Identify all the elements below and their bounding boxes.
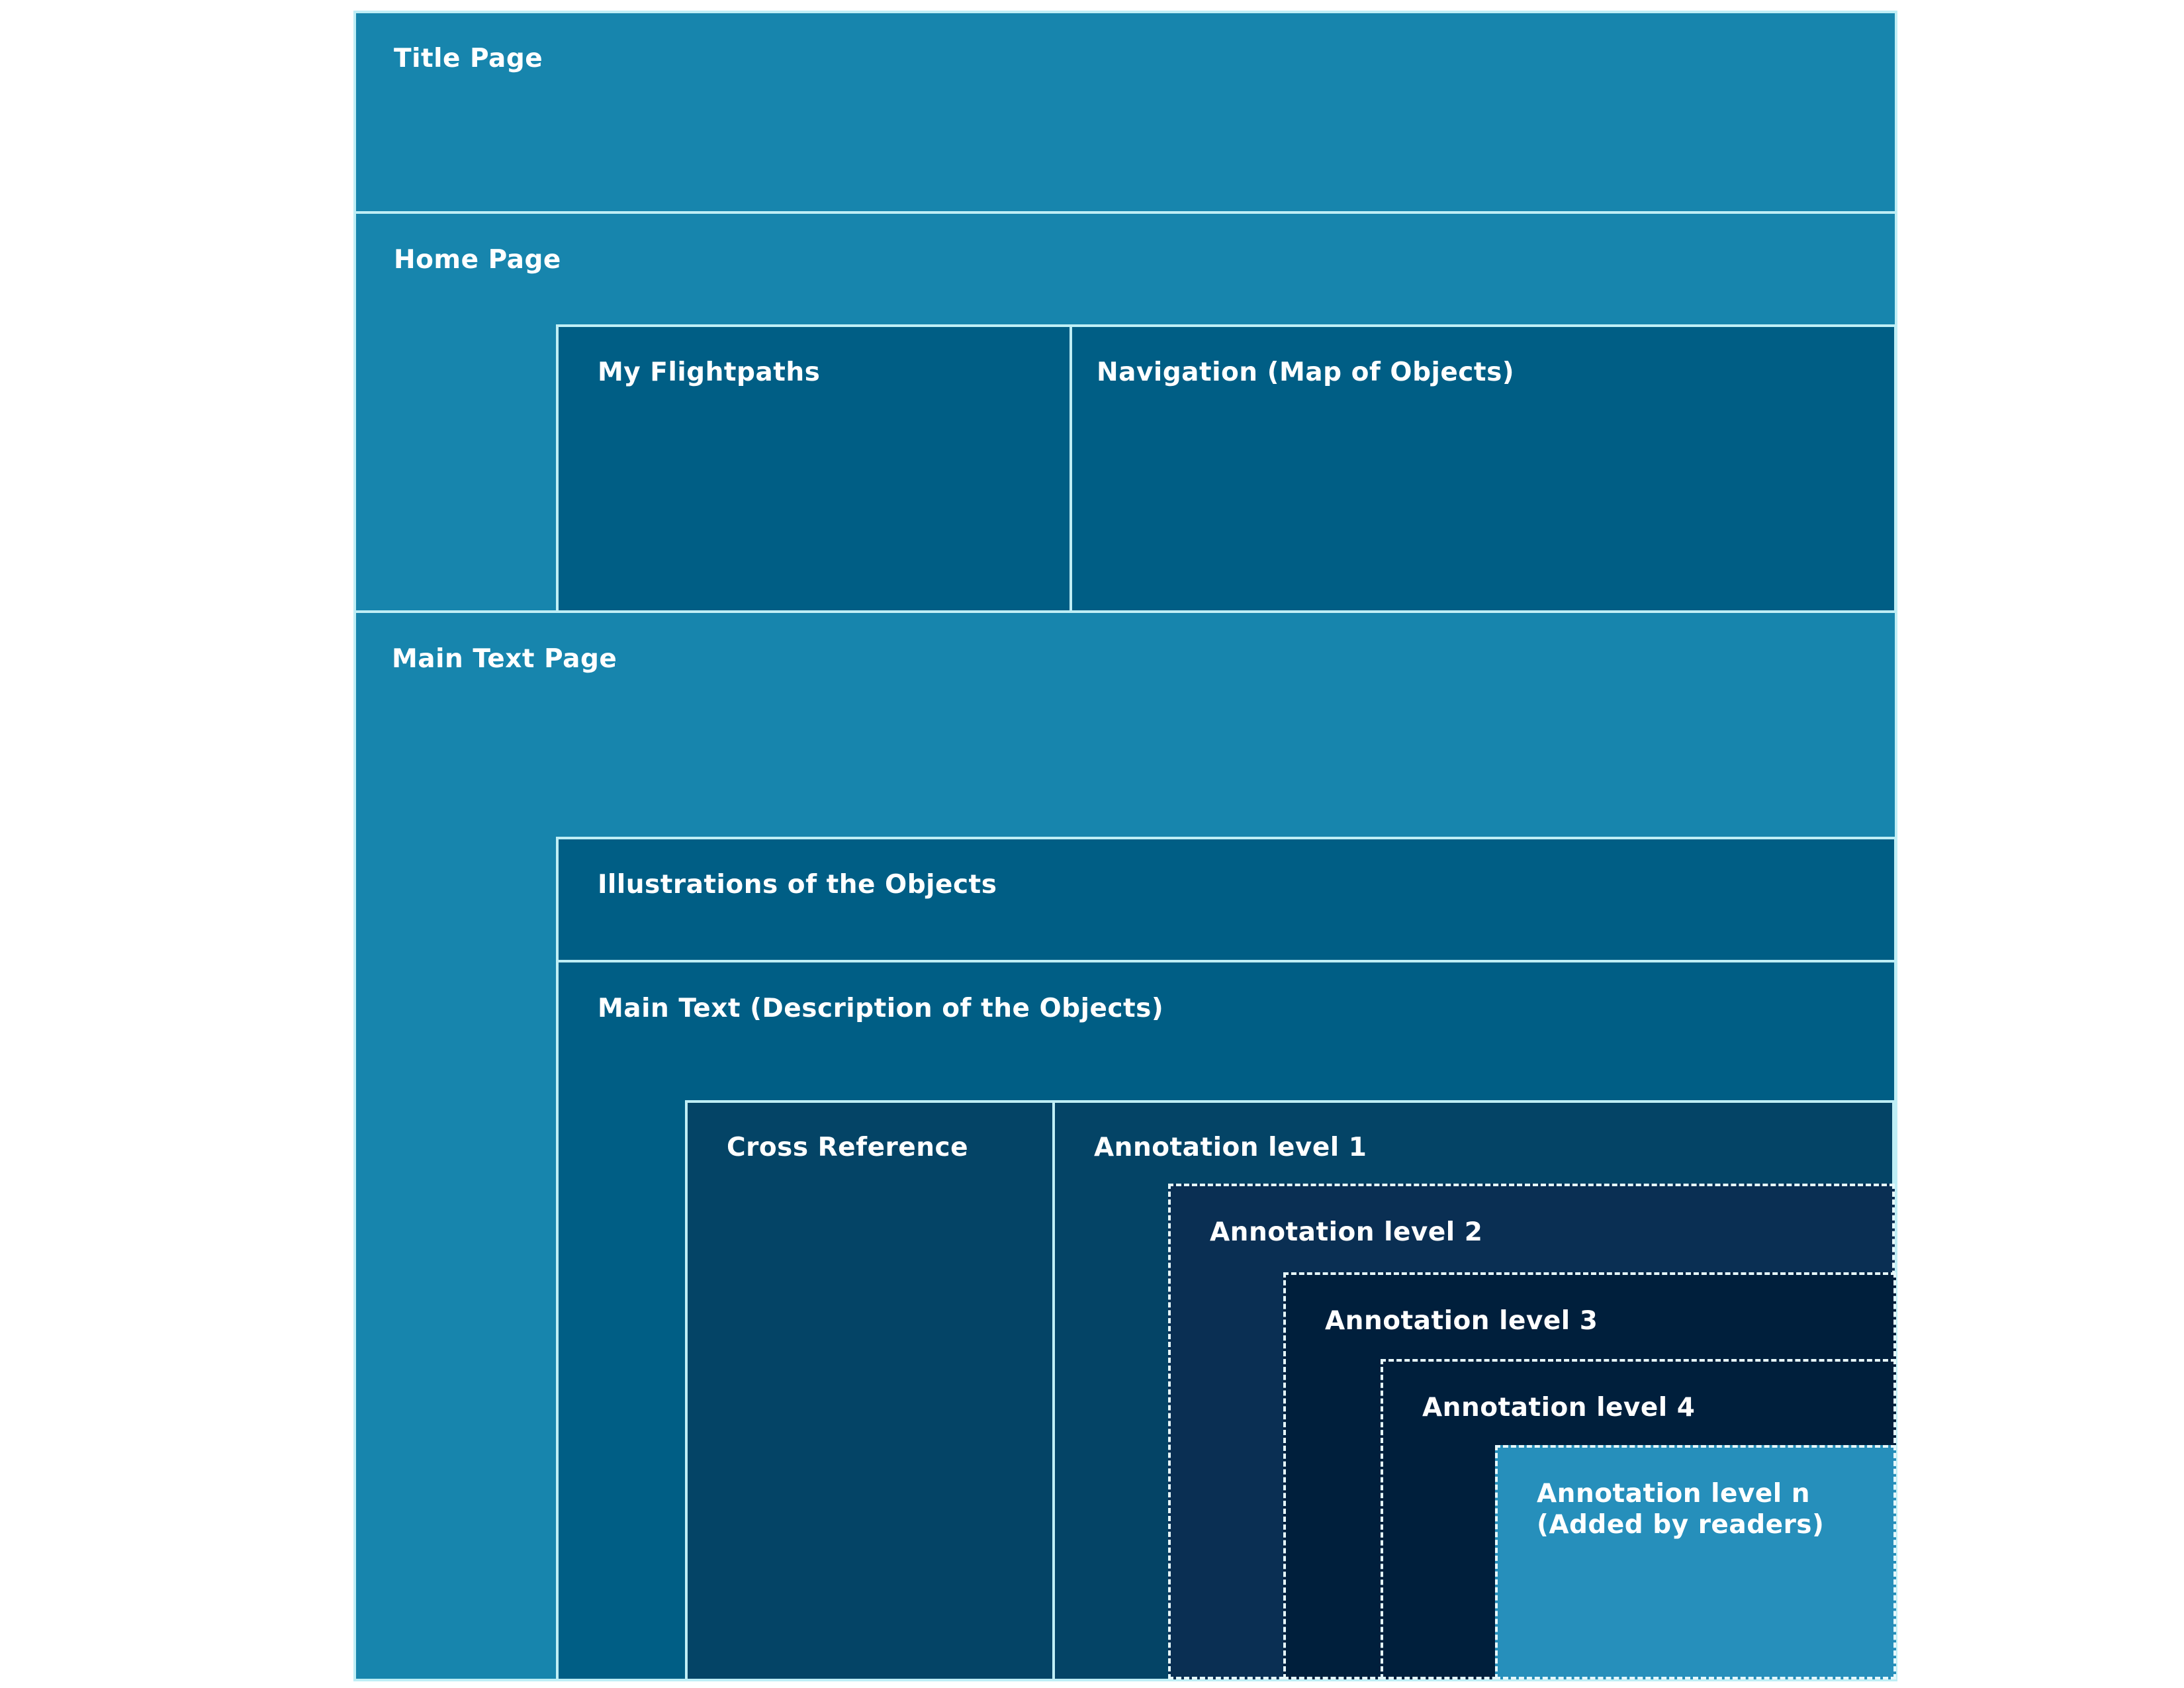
my-flightpaths-label: My Flightpaths — [598, 357, 821, 387]
main-text-label: Main Text (Description of the Objects) — [598, 994, 1164, 1023]
illustrations-label: Illustrations of the Objects — [598, 870, 997, 900]
navigation-label: Navigation (Map of Objects) — [1097, 357, 1515, 387]
cross-reference-label: Cross Reference — [727, 1133, 969, 1162]
title-page-box: Title Page — [353, 11, 1897, 214]
annotation-level-3-label: Annotation level 3 — [1325, 1306, 1598, 1336]
annotation-level-n-label: Annotation level n — [1537, 1479, 1811, 1509]
annotation-level-1-label: Annotation level 1 — [1094, 1133, 1367, 1162]
annotation-level-n-box: Annotation level n (Added by readers) — [1495, 1445, 1896, 1679]
home-page-label: Home Page — [394, 245, 561, 275]
illustrations-box: Illustrations of the Objects — [556, 837, 1897, 963]
navigation-box: Navigation (Map of Objects) — [1069, 324, 1897, 613]
title-page-label: Title Page — [394, 44, 543, 73]
annotation-level-2-label: Annotation level 2 — [1210, 1217, 1483, 1247]
annotation-level-n-note: (Added by readers) — [1537, 1510, 1825, 1540]
main-text-page-label: Main Text Page — [392, 644, 617, 674]
cross-reference-box: Cross Reference — [685, 1100, 1057, 1681]
my-flightpaths-box: My Flightpaths — [556, 324, 1075, 613]
annotation-level-4-label: Annotation level 4 — [1422, 1393, 1696, 1423]
